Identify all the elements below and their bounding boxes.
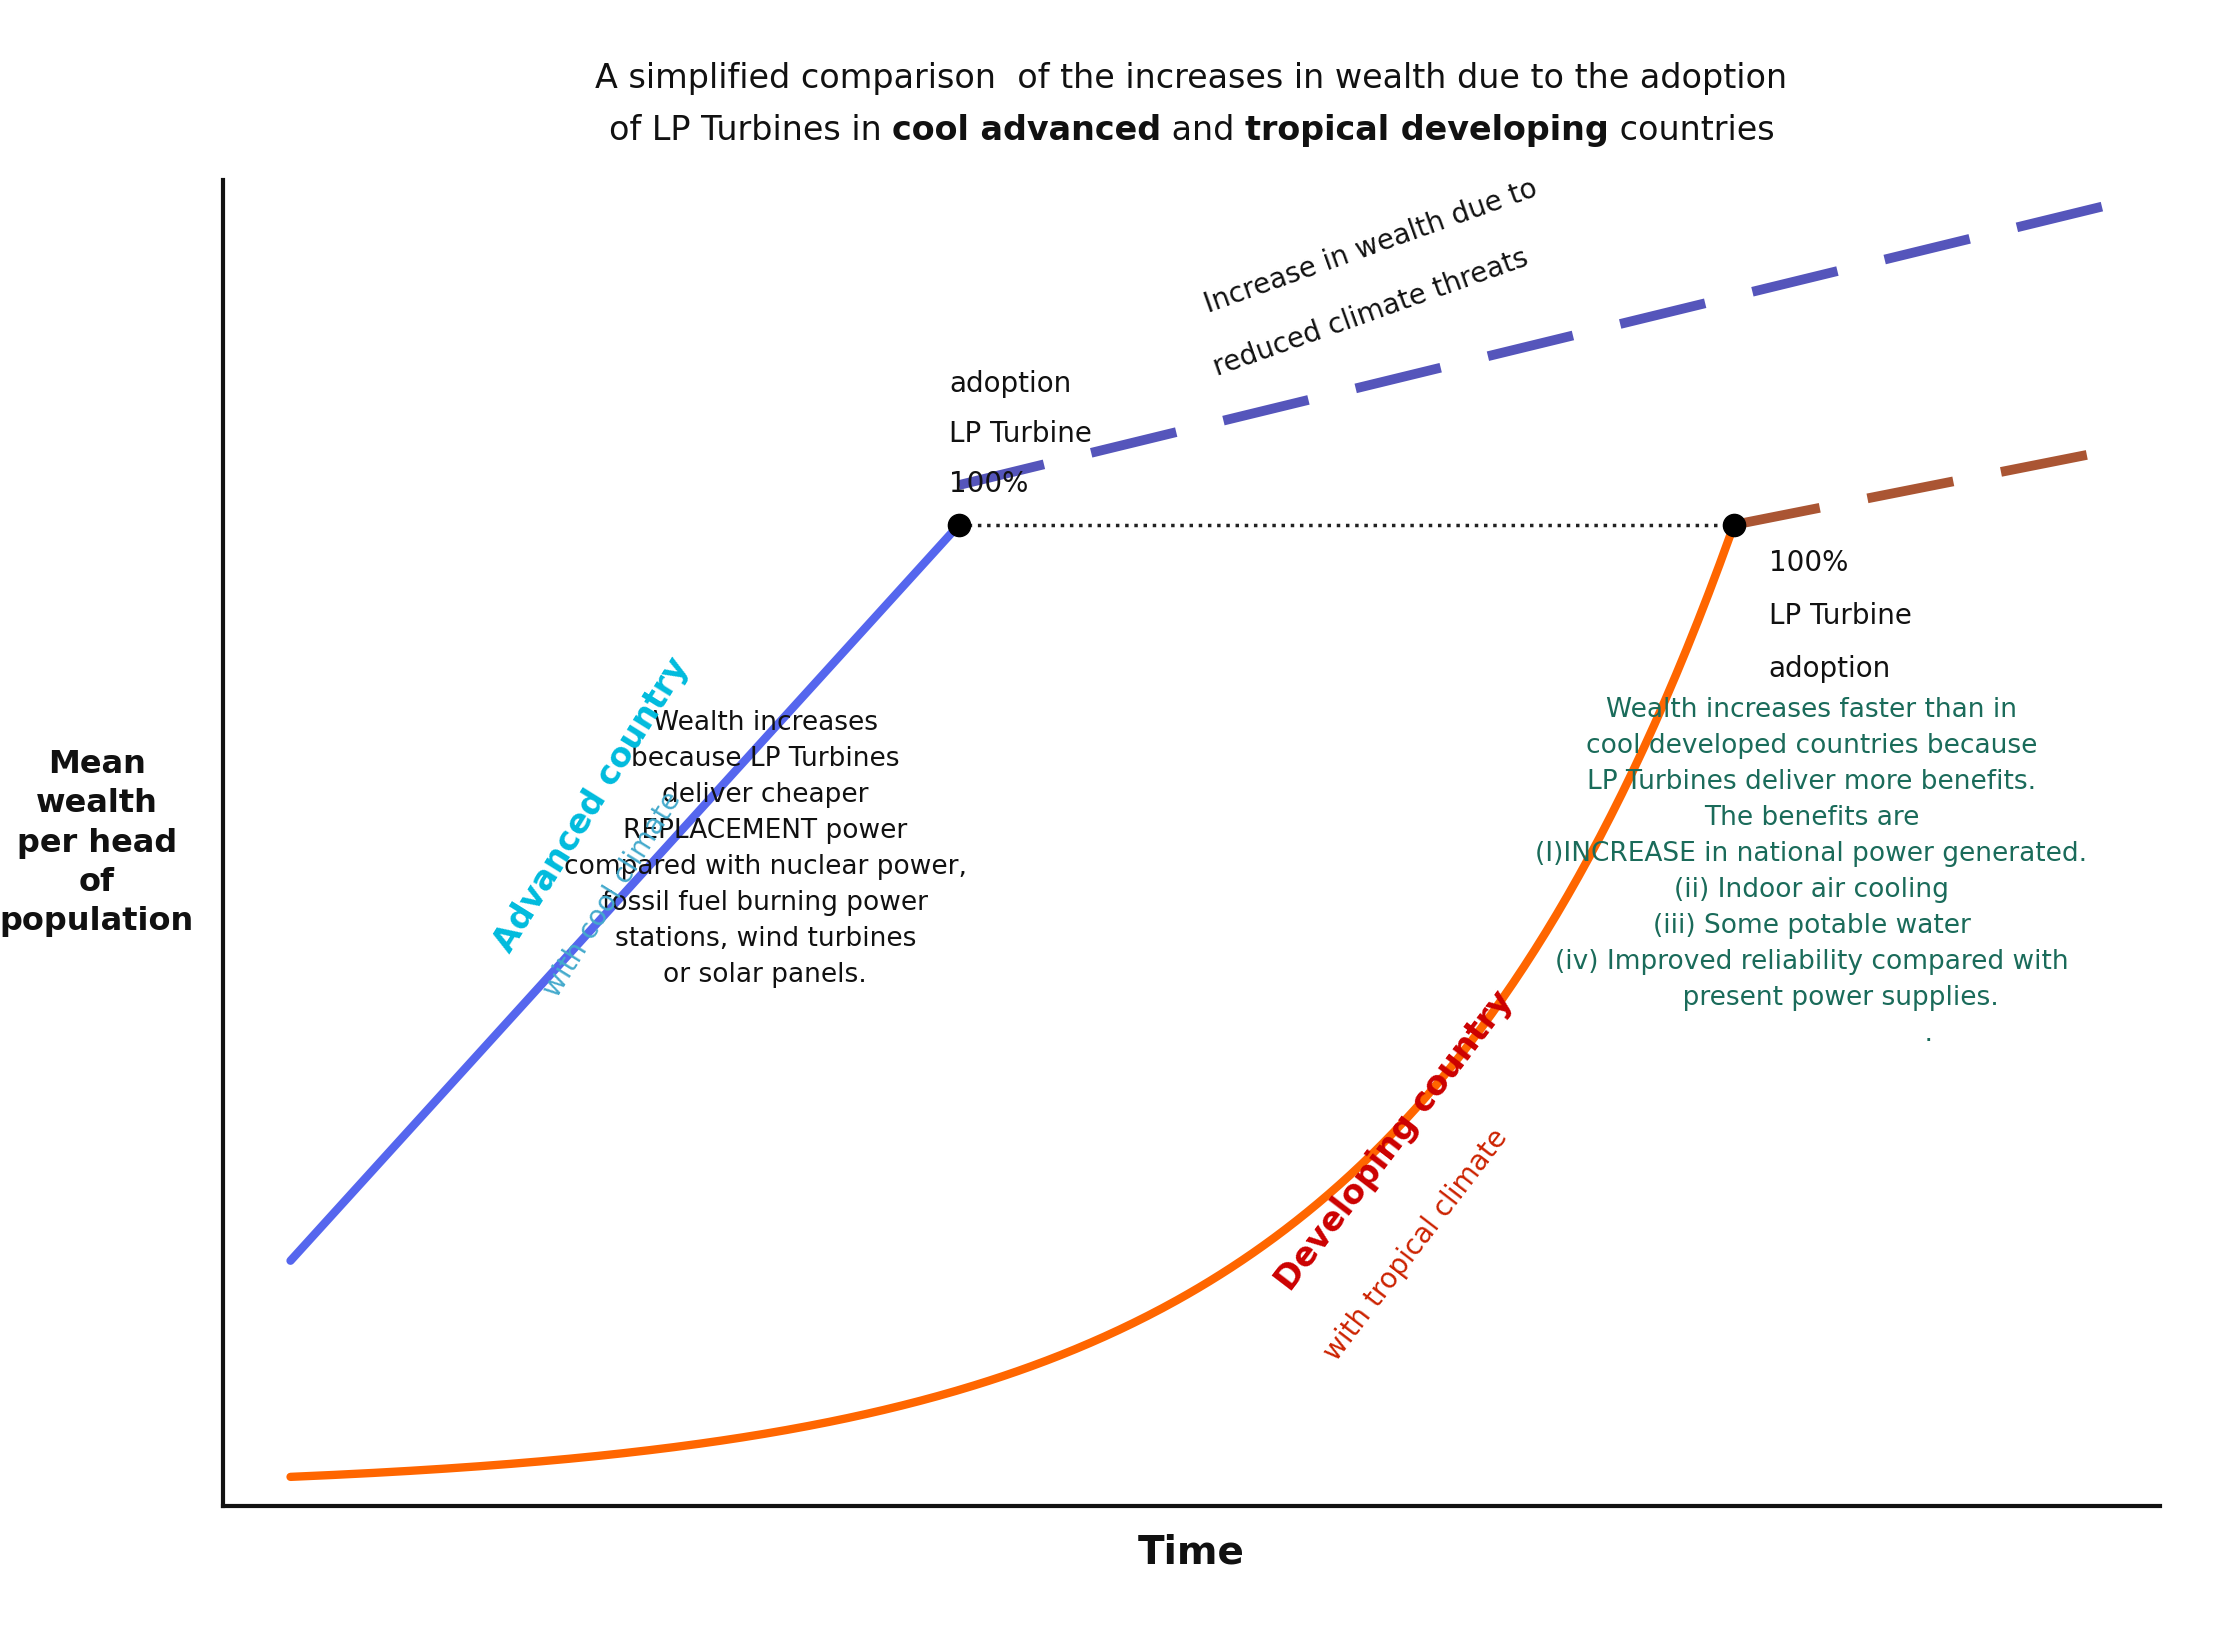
- Text: and: and: [1160, 115, 1245, 147]
- Text: Wealth increases
because LP Turbines
deliver cheaper
REPLACEMENT power
compared : Wealth increases because LP Turbines del…: [563, 710, 967, 989]
- Text: reduced climate threats: reduced climate threats: [1209, 244, 1532, 381]
- Text: tropical developing: tropical developing: [1245, 115, 1608, 147]
- Text: Developing country: Developing country: [1269, 985, 1519, 1298]
- Text: Advanced country: Advanced country: [488, 652, 695, 958]
- Text: with cool climate: with cool climate: [539, 787, 688, 1002]
- Text: countries: countries: [1608, 115, 1775, 147]
- Text: Mean
wealth
per head
of
population: Mean wealth per head of population: [0, 748, 194, 938]
- Text: with tropical climate: with tropical climate: [1318, 1125, 1512, 1365]
- Text: A simplified comparison  of the increases in wealth due to the adoption: A simplified comparison of the increases…: [595, 62, 1788, 95]
- Text: Wealth increases faster than in
cool developed countries because
LP Turbines del: Wealth increases faster than in cool dev…: [1534, 697, 2087, 1048]
- Text: 100%: 100%: [1768, 548, 1848, 576]
- Text: Increase in wealth due to: Increase in wealth due to: [1200, 174, 1541, 319]
- Text: adoption: adoption: [949, 370, 1071, 398]
- Text: adoption: adoption: [1768, 655, 1891, 683]
- X-axis label: Time: Time: [1138, 1534, 1245, 1572]
- Text: LP Turbine: LP Turbine: [949, 421, 1091, 449]
- Text: LP Turbine: LP Turbine: [1768, 602, 1911, 630]
- Text: 100%: 100%: [949, 470, 1029, 498]
- Text: of LP Turbines in: of LP Turbines in: [608, 115, 891, 147]
- Text: cool advanced: cool advanced: [891, 115, 1160, 147]
